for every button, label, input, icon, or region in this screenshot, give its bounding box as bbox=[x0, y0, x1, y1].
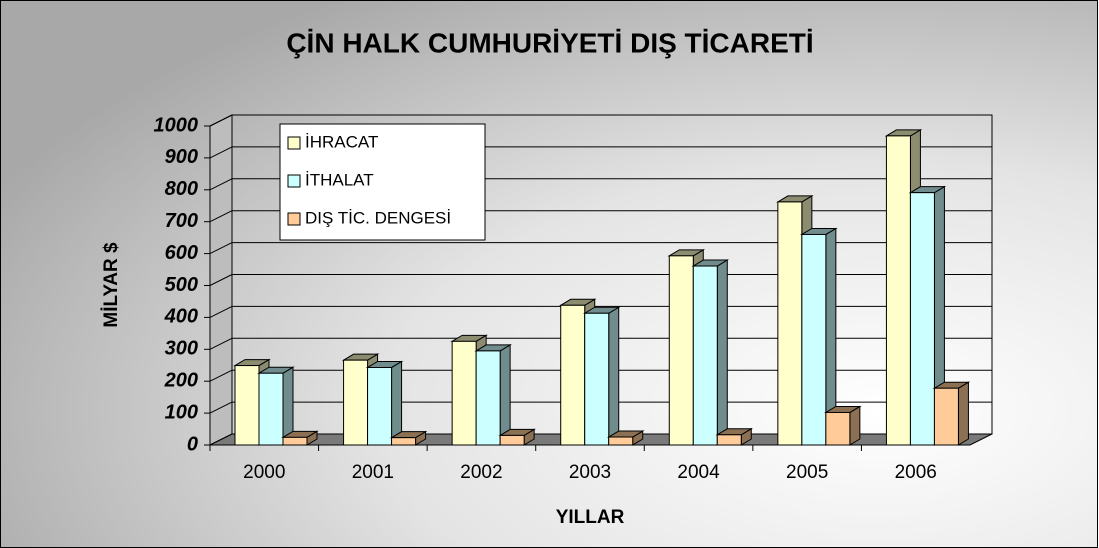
grid-line bbox=[209, 178, 233, 191]
bar bbox=[391, 437, 417, 446]
bar bbox=[234, 365, 260, 446]
grid-line bbox=[209, 274, 233, 286]
grid-line bbox=[209, 305, 233, 318]
x-tick-label: 2006 bbox=[895, 462, 937, 483]
legend-swatch bbox=[287, 174, 301, 188]
y-axis-title: MİLYAR $ bbox=[101, 242, 122, 328]
y-tick-label: 800 bbox=[165, 178, 198, 200]
x-tick-label: 2004 bbox=[677, 462, 720, 483]
x-tick-label: 2001 bbox=[352, 462, 394, 483]
grid-line bbox=[209, 401, 233, 414]
x-tick-label: 2002 bbox=[460, 462, 502, 483]
y-tick-label: 1000 bbox=[154, 114, 199, 136]
legend bbox=[279, 123, 486, 241]
grid-line bbox=[209, 146, 233, 159]
bar-side bbox=[608, 306, 620, 446]
bar bbox=[608, 436, 634, 446]
bar bbox=[885, 135, 911, 446]
y-tick-label: 200 bbox=[164, 369, 198, 391]
legend-swatch bbox=[287, 136, 301, 150]
legend-label: İTHALAT bbox=[305, 170, 374, 189]
bar bbox=[801, 233, 827, 446]
grid-line bbox=[209, 337, 233, 350]
bar bbox=[584, 312, 610, 446]
y-tick-label: 600 bbox=[165, 242, 198, 264]
y-tick-label: 300 bbox=[165, 338, 198, 360]
bar bbox=[367, 366, 393, 446]
bar bbox=[499, 434, 525, 446]
y-tick-label: 0 bbox=[187, 433, 198, 455]
y-tick-label: 700 bbox=[165, 210, 198, 232]
bar-side bbox=[957, 381, 969, 446]
grid-line bbox=[209, 210, 233, 223]
bar bbox=[716, 434, 742, 446]
bar-side bbox=[849, 405, 861, 446]
y-tick-label: 500 bbox=[165, 274, 198, 296]
y-tick-label: 100 bbox=[165, 401, 198, 423]
grid-line bbox=[209, 114, 233, 127]
bar bbox=[777, 201, 803, 446]
legend-label: İHRACAT bbox=[305, 132, 378, 151]
bar bbox=[692, 265, 718, 446]
x-tick-label: 2003 bbox=[569, 462, 611, 483]
bar bbox=[668, 255, 694, 446]
x-tick-label: 2005 bbox=[786, 462, 828, 483]
x-tick-label: 2000 bbox=[243, 462, 285, 483]
bar bbox=[451, 340, 477, 446]
bar bbox=[282, 436, 308, 446]
bar bbox=[933, 387, 959, 446]
legend-swatch bbox=[287, 212, 301, 226]
y-tick-label: 400 bbox=[164, 306, 198, 328]
bar bbox=[560, 304, 586, 446]
bar bbox=[825, 411, 851, 446]
chart-title: ÇİN HALK CUMHURİYETİ DIŞ TİCARETİ bbox=[286, 27, 813, 58]
y-tick-label: 900 bbox=[165, 146, 198, 168]
bar bbox=[343, 359, 369, 446]
x-axis-title: YILLAR bbox=[556, 507, 625, 528]
bar-side bbox=[716, 259, 728, 446]
legend-label: DIŞ TİC. DENGESİ bbox=[305, 208, 451, 227]
grid-line bbox=[209, 369, 233, 382]
bar bbox=[909, 192, 935, 446]
bar bbox=[475, 350, 501, 446]
bar bbox=[258, 372, 284, 446]
grid-line bbox=[209, 242, 233, 255]
